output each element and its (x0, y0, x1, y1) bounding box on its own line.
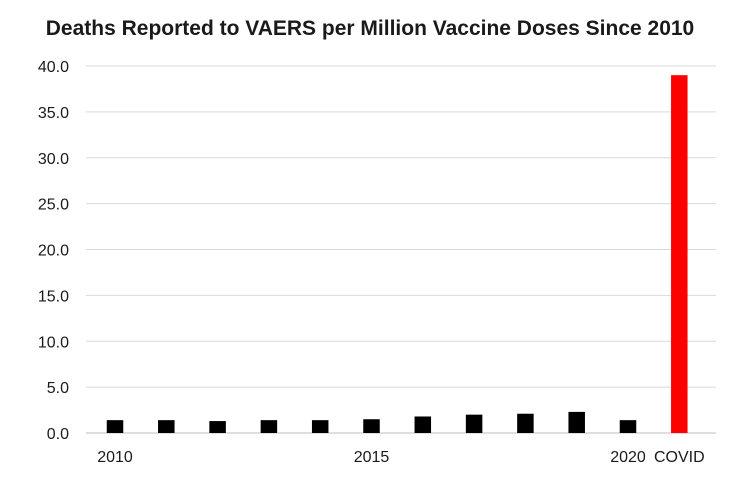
bar-2011 (158, 420, 175, 433)
y-tick-label: 10.0 (38, 334, 69, 351)
x-axis-tick-labels: 2010 2015 2020 COVID (97, 449, 704, 466)
x-tick-label: 2020 (610, 449, 646, 466)
bar-covid (671, 75, 688, 434)
bar-2018 (517, 413, 534, 433)
chart-title: Deaths Reported to VAERS per Million Vac… (45, 17, 695, 40)
y-tick-label: 15.0 (38, 288, 69, 305)
y-tick-label: 20.0 (38, 243, 69, 260)
y-tick-label: 0.0 (47, 426, 69, 443)
y-tick-label: 40.0 (38, 59, 69, 76)
bar-2019 (568, 411, 585, 433)
bar-2020 (619, 420, 637, 433)
x-tick-label: 2010 (97, 449, 133, 466)
y-tick-label: 5.0 (47, 380, 69, 397)
bar-2013 (260, 420, 278, 433)
gridlines (86, 65, 716, 434)
y-tick-label: 25.0 (38, 197, 69, 214)
bar-2015 (363, 419, 380, 433)
bar-2010 (106, 420, 124, 433)
bar-2012 (209, 421, 226, 433)
bars (106, 75, 688, 434)
x-tick-label: COVID (654, 449, 705, 466)
y-tick-label: 35.0 (38, 105, 69, 122)
y-axis-tick-labels: 0.0 5.0 10.0 15.0 20.0 25.0 30.0 35.0 40.0 (38, 59, 69, 443)
x-tick-label: 2015 (354, 449, 390, 466)
y-tick-label: 30.0 (38, 151, 69, 168)
bar-2014 (311, 420, 329, 433)
bar-2017 (465, 414, 483, 433)
bar-2016 (414, 416, 432, 433)
